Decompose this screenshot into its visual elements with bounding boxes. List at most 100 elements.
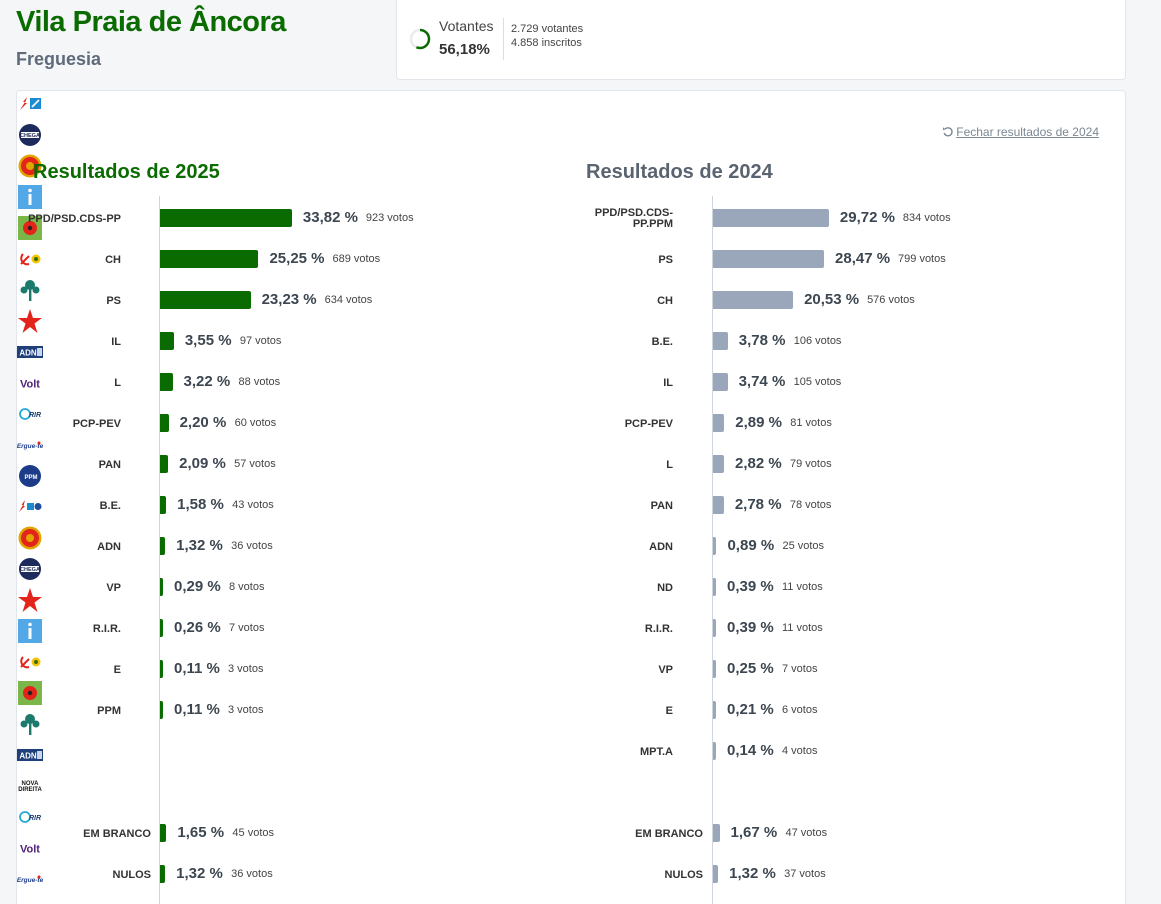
- svg-text:Ergue-te: Ergue-te: [17, 443, 43, 450]
- party-label: NULOS: [112, 869, 152, 881]
- party-label: B.E.: [651, 336, 673, 348]
- result-percentage: 0,11 %: [174, 701, 220, 718]
- party-label: IL: [111, 336, 121, 348]
- result-bar: [160, 660, 163, 678]
- result-percentage: 2,20 %: [179, 414, 227, 431]
- party-label: MPT.A: [640, 746, 673, 758]
- result-votes: 105 votos: [793, 376, 842, 388]
- party-label: PPD/PSD.CDS-PP.PPM: [594, 207, 673, 230]
- result-bar: [713, 701, 716, 719]
- livre-logo: [17, 215, 1125, 246]
- result-votes: 923 votos: [365, 212, 414, 224]
- result-percentage: 1,32 %: [176, 537, 223, 554]
- livre-logo: [17, 680, 1125, 711]
- result-percentage: 0,29 %: [174, 578, 221, 595]
- svg-text:ADN: ADN: [19, 349, 37, 358]
- result-percentage: 0,39 %: [727, 578, 774, 595]
- result-votes: 7 votos: [229, 622, 265, 634]
- result-bar: [713, 660, 716, 678]
- result-votes: 45 votos: [232, 827, 275, 839]
- result-percentage: 2,89 %: [735, 414, 782, 431]
- result-votes: 799 votos: [898, 253, 946, 265]
- result-bar: [160, 824, 167, 842]
- result-votes: 25 votos: [782, 540, 825, 552]
- il-logo: [17, 618, 1125, 649]
- party-label: VP: [658, 664, 673, 676]
- svg-text:CHEGA: CHEGA: [20, 567, 40, 573]
- result-votes: 6 votos: [782, 704, 818, 716]
- result-votes: 57 votos: [234, 458, 276, 470]
- result-bar: [160, 865, 166, 883]
- result-bar: [713, 455, 724, 473]
- ad-logo: [17, 494, 1125, 525]
- result-votes: 43 votos: [232, 499, 274, 511]
- party-label: CH: [657, 295, 673, 307]
- result-percentage: 2,09 %: [179, 455, 226, 472]
- result-percentage: 1,58 %: [177, 496, 224, 513]
- results-card: Fechar resultados de 2024 Resultados de …: [16, 90, 1126, 904]
- axis-line-2025: [159, 196, 160, 904]
- result-percentage: 28,47 %: [835, 250, 891, 267]
- result-percentage: 23,23 %: [261, 291, 317, 308]
- party-label: IL: [663, 377, 673, 389]
- result-percentage: 0,21 %: [727, 701, 774, 718]
- result-percentage: 33,82 %: [302, 209, 358, 226]
- party-label: NULOS: [664, 869, 704, 881]
- party-label: PAN: [98, 459, 121, 471]
- be-logo: [17, 587, 1125, 618]
- result-bar: [160, 373, 173, 391]
- result-percentage: 3,74 %: [738, 373, 786, 390]
- result-percentage: 1,32 %: [176, 865, 223, 882]
- result-bar: [713, 865, 719, 883]
- party-label: L: [114, 377, 121, 389]
- svg-text:RIR: RIR: [29, 815, 41, 822]
- votantes-count: 2.729 votantes: [511, 23, 584, 35]
- party-label: ADN: [649, 541, 673, 553]
- result-votes: 106 votos: [793, 335, 842, 347]
- rir-logo: RIR: [17, 804, 1125, 835]
- result-bar: [160, 578, 163, 596]
- pan-logo: [17, 711, 1125, 742]
- result-bar: [713, 250, 825, 268]
- svg-text:Ergue-te: Ergue-te: [17, 877, 43, 884]
- result-bar: [160, 414, 169, 432]
- result-bar: [160, 209, 292, 227]
- result-percentage: 0,26 %: [174, 619, 221, 636]
- result-percentage: 3,22 %: [183, 373, 231, 390]
- page-subtitle: Freguesia: [16, 49, 102, 69]
- rir-logo: RIR: [17, 401, 1125, 432]
- party-label: PPM: [97, 705, 121, 717]
- result-percentage: 29,72 %: [839, 209, 895, 226]
- result-percentage: 0,11 %: [174, 660, 220, 677]
- divider: [503, 18, 504, 60]
- result-percentage: 1,32 %: [729, 865, 776, 882]
- party-label: ND: [657, 582, 673, 594]
- result-votes: 11 votos: [782, 581, 823, 593]
- result-percentage: 3,55 %: [184, 332, 232, 349]
- result-bar: [160, 619, 163, 637]
- result-percentage: 0,25 %: [727, 660, 774, 677]
- result-bar: [713, 209, 829, 227]
- inscritos-count: 4.858 inscritos: [511, 37, 582, 49]
- result-bar: [160, 701, 163, 719]
- chega-logo: CHEGA: [17, 122, 1125, 153]
- axis-line-2024: [712, 196, 713, 904]
- close-2024-link[interactable]: Fechar resultados de 2024: [942, 125, 1099, 139]
- result-percentage: 0,89 %: [727, 537, 775, 554]
- result-votes: 36 votos: [231, 540, 273, 552]
- ergue-te-logo: Ergue-te: [17, 866, 1125, 897]
- turnout-ring: [409, 28, 431, 50]
- volt-logo: Volt: [17, 370, 1125, 401]
- result-bar: [160, 537, 166, 555]
- svg-text:PPM: PPM: [24, 475, 37, 481]
- result-votes: 3 votos: [228, 663, 264, 675]
- pan-logo: [17, 277, 1125, 308]
- result-percentage: 0,39 %: [727, 619, 774, 636]
- party-label: E: [113, 664, 121, 676]
- party-label: PS: [106, 295, 121, 307]
- result-percentage: 1,65 %: [177, 824, 225, 841]
- result-bar: [713, 619, 716, 637]
- party-label: ADN: [97, 541, 121, 553]
- party-label: EM BRANCO: [635, 828, 703, 840]
- result-bar: [160, 332, 174, 350]
